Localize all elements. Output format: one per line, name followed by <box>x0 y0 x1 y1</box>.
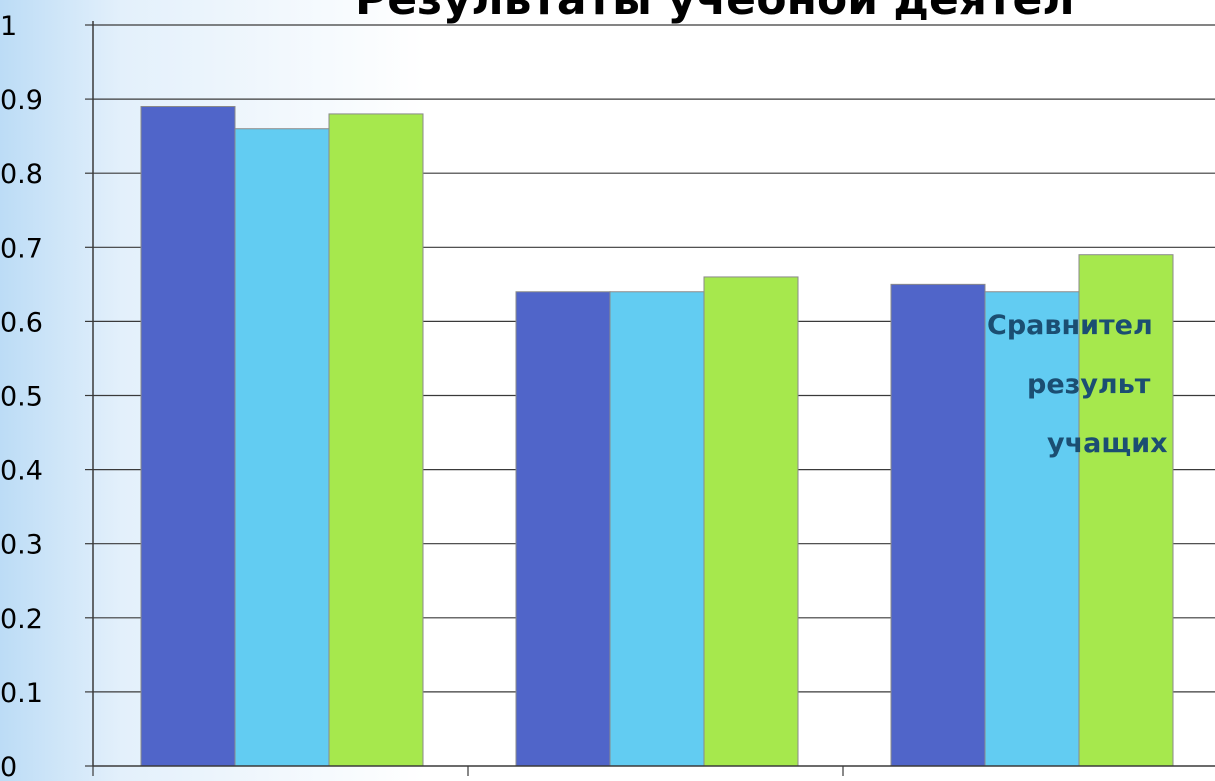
bar <box>609 291 705 767</box>
bar <box>515 291 611 767</box>
annotation-text: Сравнител результ учащих <box>987 310 1168 459</box>
annotation-line-1: Сравнител <box>987 310 1153 341</box>
y-tick-label: 0.3 <box>0 530 43 561</box>
y-tick-label: 0.4 <box>0 456 43 487</box>
bar <box>890 283 986 767</box>
y-tick-label: 0.9 <box>0 85 43 116</box>
bar <box>984 291 1080 767</box>
y-tick-label: 0.8 <box>0 159 43 190</box>
bar <box>703 276 799 767</box>
bars <box>140 106 1174 767</box>
annotation-line-3: учащих <box>1047 428 1168 459</box>
y-tick-label: 0.7 <box>0 233 43 264</box>
y-tick-label: 0.2 <box>0 604 43 635</box>
y-tick-label: 0 <box>0 752 17 781</box>
bar <box>140 106 236 767</box>
bar <box>1078 254 1174 767</box>
y-tick-label: 0.6 <box>0 307 43 338</box>
chart-title: Результаты учебной деятел <box>355 0 1075 25</box>
y-tick-label: 0.1 <box>0 678 43 709</box>
annotation-line-2: результ <box>1027 369 1151 400</box>
y-tick-label: 1 <box>0 11 17 42</box>
y-tick-label: 0.5 <box>0 382 43 413</box>
bar <box>234 128 330 767</box>
bar <box>328 113 424 767</box>
axes: 0 0.1 0.2 0.3 0.4 0.5 0.6 0.7 0.8 0.9 1 <box>0 11 1215 781</box>
